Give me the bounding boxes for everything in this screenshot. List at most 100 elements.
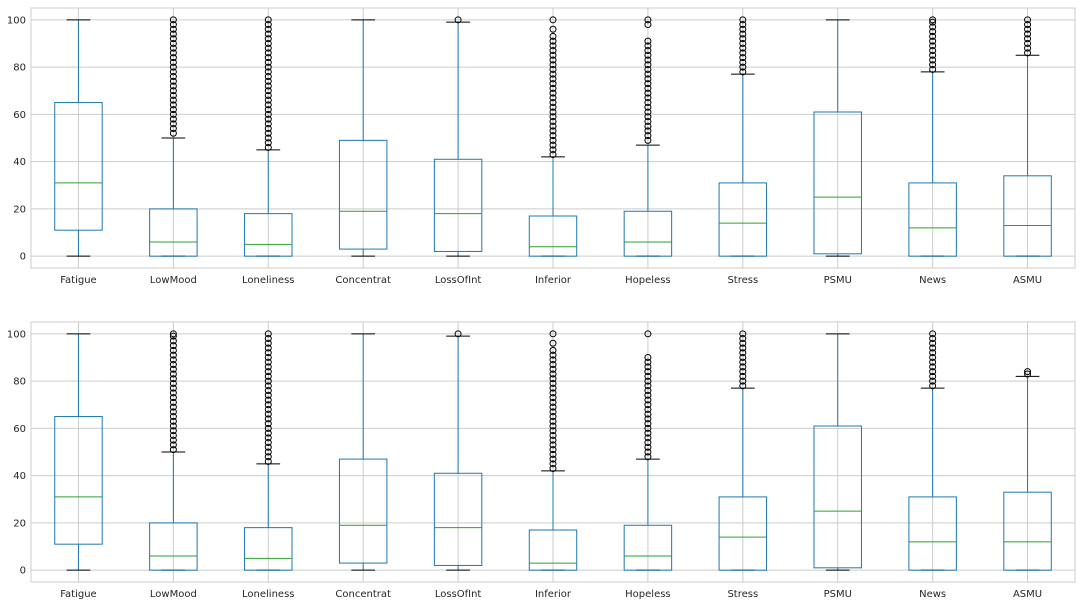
flier-point [644, 443, 652, 451]
flier-point [549, 365, 557, 373]
flier-point [264, 344, 272, 352]
box-body [149, 208, 198, 257]
plot-frame [30, 321, 1076, 583]
y-tick-label: 80 [13, 63, 26, 74]
flier-point [739, 353, 747, 361]
flier-point [169, 351, 177, 359]
flier-point [644, 16, 652, 24]
flier-point [929, 65, 937, 73]
flier-point [929, 18, 937, 26]
flier-point [739, 68, 747, 76]
box-body [718, 496, 768, 571]
flier-point [264, 405, 272, 413]
flier-point [264, 106, 272, 114]
flier-point [929, 377, 937, 385]
y-tick-label: 20 [13, 204, 26, 215]
flier-point [169, 441, 177, 449]
flier-point [549, 122, 557, 130]
flier-point [1024, 16, 1032, 24]
box-lowmood [149, 330, 198, 571]
flier-point [264, 82, 272, 90]
box-fatigue [54, 333, 103, 571]
flier-point [169, 73, 177, 81]
flier-point [644, 453, 652, 461]
flier-point [644, 424, 652, 432]
flier-point [549, 403, 557, 411]
flier-point [169, 346, 177, 354]
boxplot-panel-bottom: 0 20 40 60 80 100 Fatigue LowMood Loneliness Conc… [7, 321, 1076, 600]
flier-point [264, 54, 272, 62]
flier-point [264, 368, 272, 376]
flier-point [739, 358, 747, 366]
flier-point [549, 465, 557, 473]
flier-point [739, 330, 747, 338]
flier-point [549, 151, 557, 159]
flier-point [929, 339, 937, 347]
flier-point [929, 368, 937, 376]
flier-point [644, 21, 652, 29]
flier-point [264, 120, 272, 128]
box-lowmood [149, 16, 198, 257]
flier-point [264, 387, 272, 395]
flier-point [929, 363, 937, 371]
flier-point [739, 39, 747, 47]
flier-point [929, 47, 937, 55]
flier-point [929, 51, 937, 59]
box-body [149, 522, 198, 571]
flier-point [264, 382, 272, 390]
flier-point [264, 401, 272, 409]
flier-point [1024, 21, 1032, 29]
flier-point [644, 103, 652, 111]
flier-point [549, 70, 557, 78]
x-tick-label: Stress [727, 275, 758, 286]
flier-point [1024, 25, 1032, 33]
flier-point [929, 372, 937, 380]
flier-point [644, 61, 652, 69]
flier-point [169, 436, 177, 444]
flier-point [549, 89, 557, 97]
box-stress [718, 16, 768, 257]
flier-point [644, 439, 652, 447]
flier-point [549, 84, 557, 92]
flier-point [739, 25, 747, 33]
flier-point [264, 91, 272, 99]
flier-point [549, 398, 557, 406]
flier-point [264, 25, 272, 33]
flier-point [264, 443, 272, 451]
box-body [244, 527, 293, 571]
x-tick-label: Loneliness [242, 589, 294, 600]
flier-point [264, 377, 272, 385]
flier-point [929, 32, 937, 40]
flier-point [169, 394, 177, 402]
box-body [338, 458, 388, 564]
flier-point [929, 358, 937, 366]
flier-point [1024, 39, 1032, 47]
flier-point [169, 58, 177, 66]
box-news [908, 16, 957, 257]
flier-point [549, 446, 557, 454]
box-loneliness [244, 16, 293, 257]
flier-point [644, 122, 652, 130]
box-body [54, 102, 103, 231]
flier-point [644, 99, 652, 107]
flier-point [264, 87, 272, 95]
flier-point [549, 379, 557, 387]
flier-point [169, 370, 177, 378]
flier-point [264, 396, 272, 404]
flier-point [169, 413, 177, 421]
flier-point [644, 434, 652, 442]
flier-point [169, 446, 177, 454]
flier-point [264, 58, 272, 66]
x-tick-label: Inferior [535, 589, 572, 600]
y-tick-label: 80 [13, 377, 26, 388]
box-hopeless [623, 330, 673, 571]
flier-point [929, 23, 937, 31]
flier-point [1024, 368, 1032, 376]
flier-point [549, 427, 557, 435]
flier-point [169, 417, 177, 425]
box-concentrat [338, 333, 388, 571]
box-body [528, 529, 578, 571]
flier-point [739, 382, 747, 390]
flier-point [549, 339, 557, 347]
flier-point [549, 356, 557, 364]
